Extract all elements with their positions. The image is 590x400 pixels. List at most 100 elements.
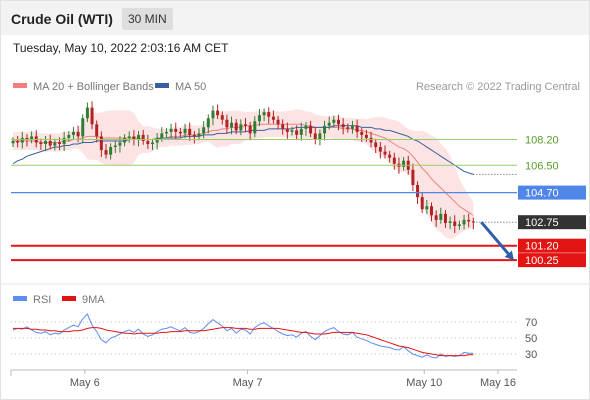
x-tick-label-1: May 7	[233, 377, 263, 389]
candle-body	[244, 124, 247, 126]
candle-body	[62, 137, 66, 145]
current-price-box	[518, 215, 586, 230]
support-label-5: 100.25	[525, 255, 559, 267]
ma50-legend-swatch	[155, 83, 169, 88]
candle-body	[123, 137, 127, 143]
candle-body	[225, 119, 229, 128]
candle-body	[318, 133, 322, 140]
candle-body	[253, 121, 257, 134]
ma50-legend-label: MA 50	[175, 81, 206, 93]
candle-body	[118, 142, 122, 146]
candle-body	[188, 128, 192, 135]
candle-body	[392, 157, 396, 164]
candle-body	[276, 119, 280, 125]
candle-body	[290, 130, 294, 132]
copyright-text: Research © 2022 Trading Central	[416, 81, 580, 93]
candle-body	[95, 124, 99, 137]
candle-body	[20, 137, 24, 143]
candle-body	[132, 136, 136, 140]
candle-body	[267, 112, 271, 117]
candle-body	[420, 197, 424, 210]
candle-body	[430, 206, 433, 216]
candle-body	[220, 115, 224, 120]
candle-body	[425, 206, 429, 210]
candle-body	[341, 124, 345, 128]
candle-body	[234, 122, 238, 131]
projection-arrow-head	[504, 250, 514, 261]
candle-body	[197, 133, 201, 137]
candle-body	[411, 169, 415, 185]
candle-body	[285, 128, 289, 132]
candle-body	[299, 128, 303, 135]
candle-body	[457, 224, 461, 226]
candle-body	[355, 125, 359, 132]
candle-body	[127, 136, 131, 138]
candle-body	[113, 145, 117, 148]
candle-body	[183, 128, 187, 134]
candle-body	[281, 124, 285, 129]
candle-body	[402, 160, 406, 167]
candle-body	[109, 147, 113, 155]
candle-body	[295, 130, 299, 135]
pivot-label: 104.70	[525, 188, 559, 200]
candle-body	[58, 142, 61, 145]
candle-body	[151, 142, 154, 145]
candle-body	[369, 137, 373, 143]
candle-body	[48, 140, 52, 146]
candle-body	[346, 127, 350, 129]
candle-body	[11, 140, 15, 144]
candle-body	[448, 221, 452, 223]
candle-body	[141, 134, 145, 141]
ma20-line	[13, 123, 474, 216]
candle-body	[383, 151, 387, 155]
candle-body	[271, 116, 275, 120]
candle-body	[81, 118, 85, 137]
x-tick-label-2: May 10	[406, 377, 442, 389]
candle-body	[71, 131, 75, 135]
resistance-label-0: 108.20	[525, 134, 559, 146]
candle-body	[155, 137, 159, 143]
candle-body	[378, 147, 382, 152]
x-axis: May 6 May 7 May 10 May 16	[10, 370, 516, 389]
candle-body	[360, 131, 364, 135]
candle-body	[216, 110, 220, 116]
candle-body	[160, 133, 164, 138]
candle-body	[85, 107, 89, 119]
candle-body	[350, 125, 354, 129]
price-levels: 108.20 106.50 104.70 102.75 101.20 100.25	[11, 134, 586, 267]
candle-body	[44, 140, 48, 145]
rsi-ma-legend-label: 9MA	[82, 294, 105, 306]
candle-body	[434, 215, 438, 220]
candle-body	[262, 112, 266, 116]
support-label-4: 101.20	[525, 241, 559, 253]
rsi-plot: 70 50 30	[11, 313, 537, 361]
candle-body	[248, 125, 252, 134]
candle-body	[30, 136, 34, 140]
ma50-line	[12, 125, 474, 175]
rsi-level-label-70: 70	[525, 317, 537, 329]
candle-body	[439, 213, 443, 220]
candle-body	[192, 134, 196, 137]
candle-body	[164, 131, 168, 134]
support-label-box-4	[518, 238, 586, 253]
candle-body	[146, 140, 150, 145]
candle-body	[313, 133, 317, 140]
candle-body	[416, 185, 420, 198]
price-plot	[11, 101, 475, 240]
candle-body	[76, 131, 80, 137]
candle-body	[388, 154, 392, 158]
candle-body	[462, 219, 466, 225]
rsi-line	[12, 313, 474, 359]
rsi-ma-line	[13, 327, 474, 357]
rsi-legend-label: RSI	[33, 294, 51, 306]
ma20-legend-label: MA 20 + Bollinger Bands	[33, 81, 154, 93]
candle-body	[230, 122, 234, 128]
candle-body	[467, 219, 471, 222]
candle-body	[53, 142, 57, 146]
candle-body	[67, 134, 71, 138]
candle-body	[364, 134, 368, 138]
interval-badge[interactable]: 30 MIN	[122, 8, 173, 30]
timestamp: Tuesday, May 10, 2022 2:03:16 AM CET	[13, 41, 229, 55]
